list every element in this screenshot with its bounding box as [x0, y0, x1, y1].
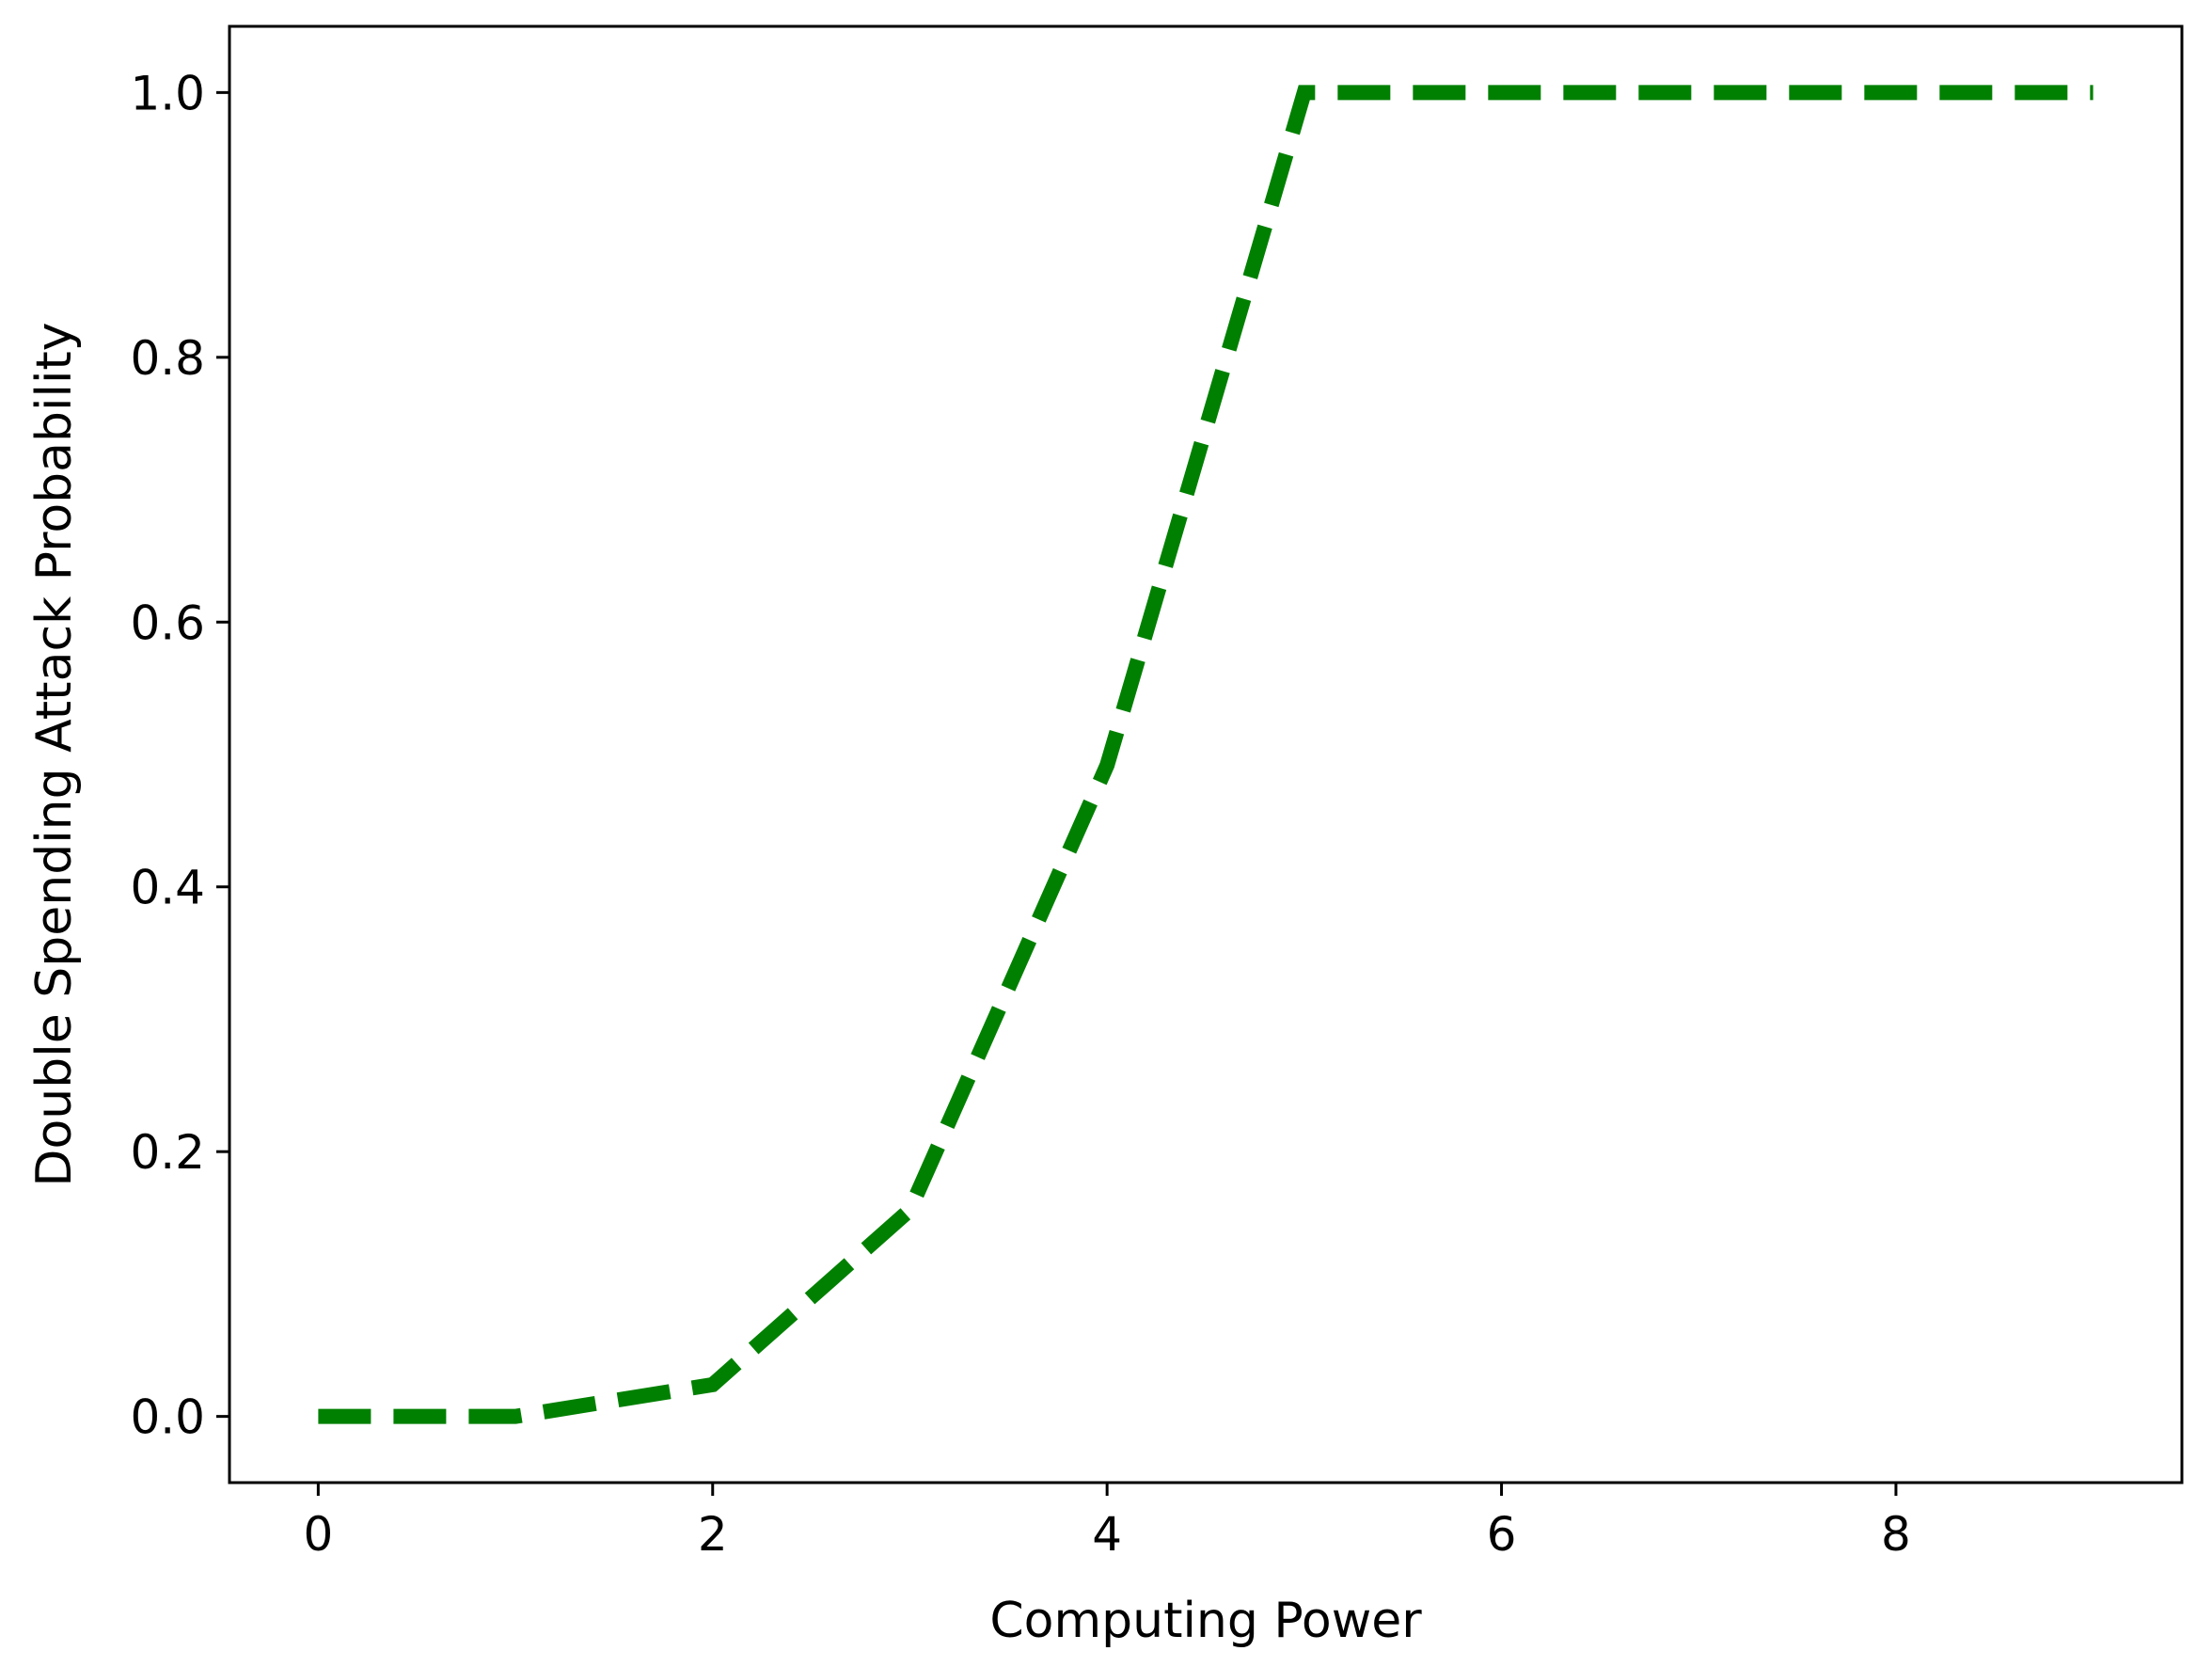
x-tick-label: 6 — [1487, 1507, 1517, 1562]
y-tick-label: 0.8 — [130, 331, 205, 386]
y-tick-label: 0.6 — [130, 595, 205, 650]
axis-ticks: 0 2 4 6 8 0.0 0.2 0.4 0.6 0.8 1.0 — [130, 66, 1910, 1562]
series-lines — [318, 85, 2094, 1424]
x-tick-label: 4 — [1092, 1507, 1122, 1562]
x-axis-label: Computing Power — [989, 1593, 1422, 1649]
x-tick-label: 2 — [698, 1507, 728, 1562]
x-tick-label: 8 — [1881, 1507, 1911, 1562]
x-tick-label: 0 — [303, 1507, 333, 1562]
y-tick-label: 0.2 — [130, 1125, 205, 1180]
axes-frame — [228, 24, 2184, 1484]
series-line — [318, 85, 2094, 1424]
y-tick-label: 0.0 — [130, 1390, 205, 1445]
plot-area — [228, 24, 2184, 1484]
y-axis-label: Double Spending Attack Probability — [26, 322, 83, 1186]
y-tick-label: 1.0 — [130, 66, 205, 120]
y-tick-label: 0.4 — [130, 861, 205, 915]
